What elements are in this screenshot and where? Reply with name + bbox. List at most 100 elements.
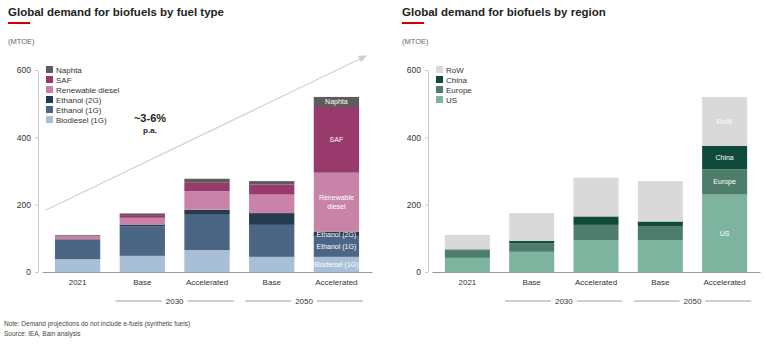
bar-segment bbox=[702, 195, 747, 272]
y-tick-label: 600 bbox=[407, 65, 421, 75]
bar-segment bbox=[573, 216, 618, 224]
x-tick: Accelerated bbox=[315, 272, 357, 287]
x-tick-label: Base bbox=[263, 278, 282, 287]
bar-segment bbox=[55, 234, 100, 236]
legend-item: China bbox=[436, 76, 467, 85]
legend-item: Europe bbox=[436, 86, 472, 95]
bars bbox=[55, 97, 359, 272]
bar-segment bbox=[55, 236, 100, 239]
x-axis: 2021BaseAcceleratedBaseAccelerated bbox=[433, 272, 761, 287]
bar-segment bbox=[184, 179, 229, 183]
tick-mark bbox=[35, 137, 38, 138]
bar-segment bbox=[638, 227, 683, 240]
bar-segment bbox=[509, 213, 554, 241]
series bbox=[445, 169, 747, 258]
y-tick: 600 bbox=[407, 65, 428, 75]
bars bbox=[445, 97, 747, 272]
y-tick: 200 bbox=[17, 200, 38, 210]
segment-label: Ethanol (1G) bbox=[317, 243, 357, 251]
bar-segment bbox=[314, 257, 359, 272]
group-label-text: 2030 bbox=[555, 297, 573, 306]
segment-label: RoW bbox=[717, 118, 733, 125]
bar-segment bbox=[249, 181, 294, 184]
bar-segment bbox=[314, 107, 359, 173]
x-tick: Accelerated bbox=[186, 272, 228, 287]
legend: NaphtaSAFRenewable dieselEthanol (2G)Eth… bbox=[46, 66, 119, 125]
legend-swatch bbox=[436, 66, 443, 73]
bar-segment bbox=[184, 191, 229, 210]
growth-arrow bbox=[46, 56, 366, 210]
bar-segment bbox=[573, 240, 618, 272]
notes: Note: Demand projections do not include … bbox=[4, 320, 190, 338]
footnote: Note: Demand projections do not include … bbox=[4, 320, 190, 328]
x-tick-label: Accelerated bbox=[575, 278, 617, 287]
segment-label: Europe bbox=[713, 178, 736, 186]
y-tick: 200 bbox=[407, 200, 428, 210]
legend-label: Europe bbox=[446, 86, 472, 95]
bar-segment bbox=[445, 235, 490, 249]
legend: RoWChinaEuropeUS bbox=[436, 66, 472, 105]
annotation-text: p.a. bbox=[143, 126, 157, 135]
x-axis: 2021 Base Accelerated Base Accelerated bbox=[43, 272, 373, 287]
bar-segment bbox=[184, 250, 229, 272]
figure: Global demand for biofuels by fuel type (… bbox=[0, 0, 766, 345]
segment-label: Biodiesel (1G) bbox=[314, 261, 358, 269]
bar-segment bbox=[509, 252, 554, 272]
y-tick: 0 bbox=[416, 267, 428, 277]
y-tick-label: 400 bbox=[407, 133, 421, 143]
axis-line bbox=[43, 272, 373, 273]
x-tick: Base bbox=[651, 272, 670, 287]
group-label-text: 2030 bbox=[166, 297, 184, 306]
legend-swatch bbox=[46, 66, 53, 73]
x-tick: 2021 bbox=[458, 272, 476, 287]
segment-label: Ethanol (2G) bbox=[317, 231, 357, 239]
chart-title: Global demand for biofuels by fuel type bbox=[8, 6, 224, 18]
bar-segment bbox=[702, 169, 747, 194]
y-tick-label: 200 bbox=[407, 200, 421, 210]
bar-segment bbox=[120, 256, 165, 272]
bar-segment bbox=[702, 146, 747, 170]
chart: Global demand for biofuels by fuel type (… bbox=[8, 6, 373, 306]
segment-label: US bbox=[720, 230, 730, 237]
legend-swatch bbox=[436, 76, 443, 83]
chart-subtitle: (MTOE) bbox=[8, 37, 35, 46]
y-tick-label: 400 bbox=[17, 133, 31, 143]
bar-segment bbox=[120, 213, 165, 215]
x-tick: Accelerated bbox=[575, 272, 617, 287]
x-tick-label: Accelerated bbox=[704, 278, 746, 287]
bar-segment bbox=[314, 97, 359, 107]
y-axis: 0200400600 bbox=[17, 65, 39, 277]
annotation: ~3-6%p.a. bbox=[46, 56, 366, 210]
legend-swatch bbox=[46, 86, 53, 93]
series bbox=[445, 97, 747, 250]
legend-label: Naphta bbox=[56, 66, 82, 75]
bar-segment bbox=[249, 184, 294, 194]
y-axis: 0 200 400 600 bbox=[407, 65, 429, 277]
segment-labels: USEuropeChinaRoW bbox=[713, 118, 736, 237]
bar-segment bbox=[184, 215, 229, 250]
x-tick: 2021 bbox=[69, 272, 87, 287]
bar-segment bbox=[249, 195, 294, 214]
bar-segment bbox=[55, 235, 100, 236]
x-tick-label: Base bbox=[133, 278, 152, 287]
bar-segment bbox=[184, 183, 229, 191]
axis-line bbox=[433, 272, 761, 273]
series bbox=[55, 250, 359, 272]
group-label: 2030 bbox=[505, 297, 622, 306]
segment-labels: Biodiesel (1G) Ethanol (1G) Ethanol (2G) Re… bbox=[314, 98, 358, 268]
bar-segment bbox=[638, 240, 683, 272]
x-tick-label: Base bbox=[651, 278, 670, 287]
legend-item: RoW bbox=[436, 66, 464, 75]
bar-segment bbox=[445, 250, 490, 257]
tick-mark bbox=[35, 70, 38, 71]
y-tick-label: 0 bbox=[26, 267, 31, 277]
tick-mark bbox=[425, 70, 428, 71]
bar-segment bbox=[573, 225, 618, 240]
y-tick: 400 bbox=[407, 133, 428, 143]
chart-subtitle: (MTOE) bbox=[402, 37, 429, 46]
legend-swatch bbox=[46, 116, 53, 123]
y-tick: 0 bbox=[26, 267, 38, 277]
bar-segment bbox=[445, 249, 490, 250]
segment-label: Renewablediesel bbox=[319, 194, 354, 210]
x-tick: Base bbox=[133, 272, 152, 287]
